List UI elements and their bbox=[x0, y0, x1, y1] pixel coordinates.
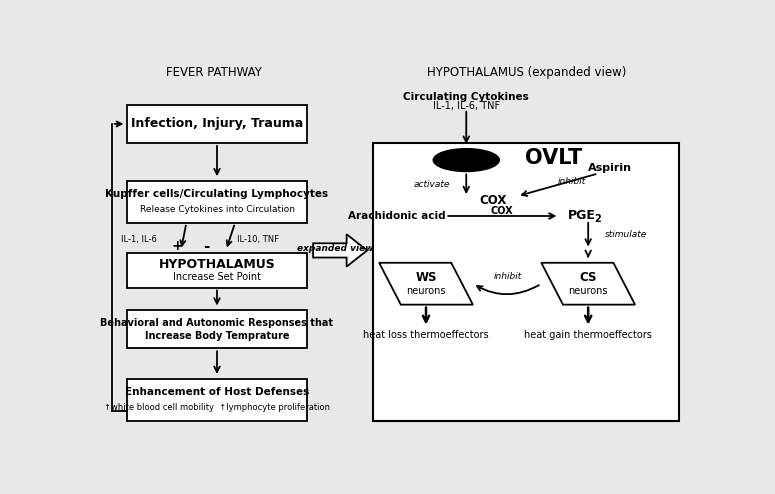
Polygon shape bbox=[313, 234, 367, 267]
Text: FEVER PATHWAY: FEVER PATHWAY bbox=[166, 66, 262, 79]
Text: Aspirin: Aspirin bbox=[588, 163, 632, 173]
Text: COX: COX bbox=[491, 206, 514, 216]
Bar bbox=[127, 253, 307, 288]
Text: heat gain thermoeffectors: heat gain thermoeffectors bbox=[524, 330, 652, 340]
Text: Increase Body Temprature: Increase Body Temprature bbox=[145, 331, 289, 341]
Text: Behavioral and Autonomic Responses that: Behavioral and Autonomic Responses that bbox=[101, 318, 333, 328]
Ellipse shape bbox=[433, 149, 499, 171]
Text: 2: 2 bbox=[594, 214, 601, 224]
Text: inhibit: inhibit bbox=[557, 177, 585, 186]
Text: Enhancement of Host Defenses: Enhancement of Host Defenses bbox=[125, 387, 309, 397]
Text: heat loss thermoeffectors: heat loss thermoeffectors bbox=[363, 330, 489, 340]
Text: Release Cytokines into Circulation: Release Cytokines into Circulation bbox=[140, 205, 294, 214]
Polygon shape bbox=[541, 263, 635, 305]
Text: neurons: neurons bbox=[406, 286, 446, 295]
Text: expanded view: expanded view bbox=[298, 245, 374, 253]
Text: IL-1, IL-6, TNF: IL-1, IL-6, TNF bbox=[432, 101, 500, 111]
Text: PGE: PGE bbox=[568, 209, 596, 222]
Text: Infection, Injury, Trauma: Infection, Injury, Trauma bbox=[131, 118, 303, 130]
Text: CS: CS bbox=[580, 272, 597, 285]
Text: Arachidonic acid: Arachidonic acid bbox=[349, 211, 446, 221]
Text: IL-1, IL-6: IL-1, IL-6 bbox=[121, 236, 157, 245]
Text: HYPOTHALAMUS: HYPOTHALAMUS bbox=[159, 258, 275, 271]
Text: inhibit: inhibit bbox=[494, 272, 522, 281]
Bar bbox=[127, 181, 307, 223]
Bar bbox=[127, 310, 307, 348]
Text: Kupffer cells/Circulating Lymphocytes: Kupffer cells/Circulating Lymphocytes bbox=[105, 189, 329, 200]
Bar bbox=[127, 379, 307, 421]
Polygon shape bbox=[379, 263, 473, 305]
Text: Circulating Cytokines: Circulating Cytokines bbox=[403, 92, 529, 102]
Text: IL-10, TNF: IL-10, TNF bbox=[237, 236, 280, 245]
Bar bbox=[374, 143, 680, 421]
Text: activate: activate bbox=[414, 179, 450, 189]
Text: Increase Set Point: Increase Set Point bbox=[173, 272, 261, 282]
Text: COX: COX bbox=[480, 194, 507, 206]
Text: HYPOTHALAMUS (expanded view): HYPOTHALAMUS (expanded view) bbox=[426, 66, 626, 79]
Text: WS: WS bbox=[415, 272, 437, 285]
Text: OVLT: OVLT bbox=[525, 148, 582, 168]
Text: -: - bbox=[203, 239, 209, 254]
Text: ↑white blood cell mobility  ↑lymphocyte proliferation: ↑white blood cell mobility ↑lymphocyte p… bbox=[104, 403, 330, 412]
Bar bbox=[127, 105, 307, 143]
Text: neurons: neurons bbox=[568, 286, 608, 295]
Text: stimulate: stimulate bbox=[604, 230, 646, 239]
Text: +: + bbox=[171, 240, 183, 253]
